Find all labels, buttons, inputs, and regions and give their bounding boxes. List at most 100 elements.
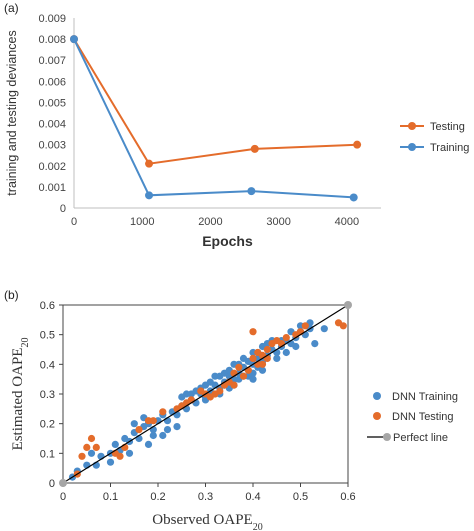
panel-b-point-dnn-testing [135, 426, 143, 434]
panel-b-point-dnn-training [273, 354, 281, 362]
panel-b-point-dnn-training [249, 375, 257, 383]
panel-b-point-dnn-testing [87, 434, 96, 443]
panel-b-point-dnn-testing [273, 337, 281, 345]
panel-a-legend-swatch-marker [408, 143, 416, 151]
panel-b-point-dnn-testing [92, 443, 100, 451]
panel-b-point-dnn-training [159, 431, 167, 440]
panel-a-x-tick-label: 0 [71, 216, 77, 228]
panel-a-y-tick-label: 0.004 [38, 119, 66, 131]
panel-b-point-dnn-training [130, 420, 138, 428]
panel-b-perfect-line [62, 304, 349, 484]
panel-b-y-tick-label: 0.3 [40, 389, 55, 401]
panel-a-point-testing [145, 159, 154, 168]
panel-b-y-tick-label: 0 [49, 478, 55, 490]
panel-b-x-axis-title-subscript: 20 [253, 522, 263, 531]
panel-b-y-tick-label: 0.5 [40, 330, 55, 342]
panel-a-y-tick-label: 0.007 [38, 55, 66, 67]
panel-a-legend-swatch-marker [408, 122, 416, 130]
panel-b-point-dnn-testing [258, 360, 267, 368]
panel-b-legend-marker [383, 433, 391, 441]
panel-b-y-tick-label: 0.6 [40, 300, 55, 312]
panel-b-x-axis-title-main: Observed OAPE [152, 512, 252, 528]
panel-b-point-dnn-testing [149, 417, 157, 425]
panel-a-y-axis-title: training and testing deviances [5, 30, 19, 195]
panel-b-x-tick-label: 0.4 [245, 491, 260, 503]
panel-b-point-dnn-training [258, 366, 267, 374]
panel-b-point-dnn-testing [235, 363, 243, 371]
panel-b-y-axis-title-subscript: 20 [20, 338, 31, 348]
panel-b-point-dnn-training [311, 340, 319, 348]
panel-b-point-dnn-testing [211, 390, 219, 398]
panel-b-legend-label: DNN Training [392, 391, 458, 403]
panel-b-x-tick-label: 0.2 [150, 491, 165, 503]
panel-a-series-line-training [73, 38, 354, 199]
panel-b-point-dnn-training [173, 423, 181, 431]
panel-b-legend-marker [373, 392, 381, 400]
panel-b-point-dnn-testing [78, 452, 86, 460]
panel-b-perfect-line-endpoint [344, 301, 352, 309]
panel-b-series [59, 301, 352, 487]
panel-b-label: (b) [4, 288, 19, 302]
panel-b-point-dnn-training [144, 440, 153, 448]
panel-a-series-line-testing [73, 38, 358, 165]
panel-a-legend-label: Testing [430, 121, 465, 133]
panel-a-legend: Testing Training [400, 121, 469, 154]
panel-b-y-axis-title-main: Estimated OAPE [10, 348, 26, 451]
panel-b-x-tick-label: 0.6 [340, 491, 355, 503]
panel-a-x-axis-title: Epochs [202, 233, 253, 249]
panel-b-point-dnn-testing [282, 334, 290, 342]
panel-b-x-tick-label: 0.3 [198, 491, 213, 503]
panel-b-point-dnn-training [320, 325, 328, 333]
panel-a-label: (a) [4, 1, 19, 15]
panel-b-point-dnn-training [182, 390, 191, 398]
panel-a-y-tick-label: 0.008 [38, 34, 66, 46]
panel-b-point-dnn-testing [249, 328, 257, 336]
panel-b-point-dnn-testing [197, 387, 205, 395]
panel-b-point-dnn-training [87, 449, 96, 457]
panel-a-point-testing [353, 140, 362, 149]
panel-b-x-tick-label: 0.1 [103, 491, 118, 503]
panel-a-point-testing [250, 144, 259, 153]
panel-a-y-tick-label: 0.009 [38, 13, 66, 25]
panel-b-x-tick-label: 0 [60, 491, 66, 503]
panel-a-x-tick-label: 2000 [198, 216, 222, 228]
panel-a-point-training [145, 191, 154, 200]
panel-b-perfect-line-endpoint [59, 479, 67, 487]
panel-a-point-training [247, 187, 256, 196]
panel-b-y-tick-label: 0.1 [40, 448, 55, 460]
panel-b-point-dnn-training [292, 342, 300, 351]
panel-b-x-axis-title: Observed OAPE20 [152, 512, 262, 531]
panel-b-point-dnn-testing [249, 354, 257, 362]
panel-a-x-tick-label: 1000 [130, 216, 154, 228]
panel-a-x-tick-label: 4000 [335, 216, 359, 228]
panel-b-point-dnn-testing [159, 408, 167, 416]
panel-b-point-dnn-testing [301, 322, 309, 330]
panel-b-legend: DNN Training DNN Testing Perfect line [367, 391, 458, 444]
panel-b-point-dnn-testing [230, 381, 238, 389]
panel-b-y-tick-label: 0.2 [40, 419, 55, 431]
panel-b-point-dnn-testing [116, 452, 124, 460]
panel-b-scatter-chart: (b) 0 0.1 0.2 0.3 0.4 0.5 0.600.10.20.30.40.50… [4, 288, 458, 531]
panel-b-point-dnn-training [125, 449, 134, 457]
panel-b-y-tick-label: 0.4 [40, 359, 55, 371]
panel-a-legend-label: Training [430, 142, 469, 154]
panel-b-point-dnn-testing [83, 443, 91, 451]
panel-b-point-dnn-training [106, 458, 115, 466]
panel-a-y-tick-label: 0.003 [38, 140, 66, 152]
panel-b-point-dnn-training [282, 348, 290, 357]
panel-a-line-chart: (a) 0 1000 2000 3000 4000 0 0.001 0.002 0.003 0.0… [4, 1, 469, 249]
panel-b-point-dnn-testing [263, 345, 271, 354]
panel-a-axes: 0 1000 2000 3000 4000 0 0.001 0.002 0.003 0.004 0.… [38, 13, 381, 228]
panel-a-y-tick-label: 0.002 [38, 161, 66, 173]
panel-b-axes: 0 0.1 0.2 0.3 0.4 0.5 0.6 0 0.1 0.2 0.3 0.4 0.5 0.6 [40, 300, 356, 503]
panel-b-legend-marker [373, 412, 381, 420]
panel-b-point-dnn-testing [239, 372, 248, 380]
panel-b-point-dnn-training [111, 440, 119, 448]
panel-b-legend-label: Perfect line [393, 432, 448, 444]
panel-a-point-training [70, 35, 78, 44]
panel-a-point-training [349, 193, 358, 202]
panel-a-y-tick-label: 0.006 [38, 76, 66, 88]
panel-b-legend-label: DNN Testing [392, 411, 454, 423]
